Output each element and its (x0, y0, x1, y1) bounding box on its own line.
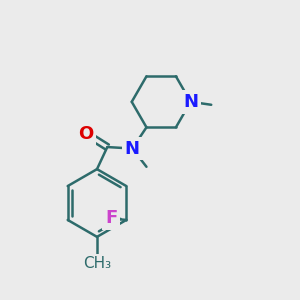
Text: N: N (125, 140, 140, 158)
Text: N: N (183, 93, 198, 111)
Text: F: F (105, 209, 117, 227)
Text: CH₃: CH₃ (83, 256, 111, 271)
Text: O: O (79, 125, 94, 143)
